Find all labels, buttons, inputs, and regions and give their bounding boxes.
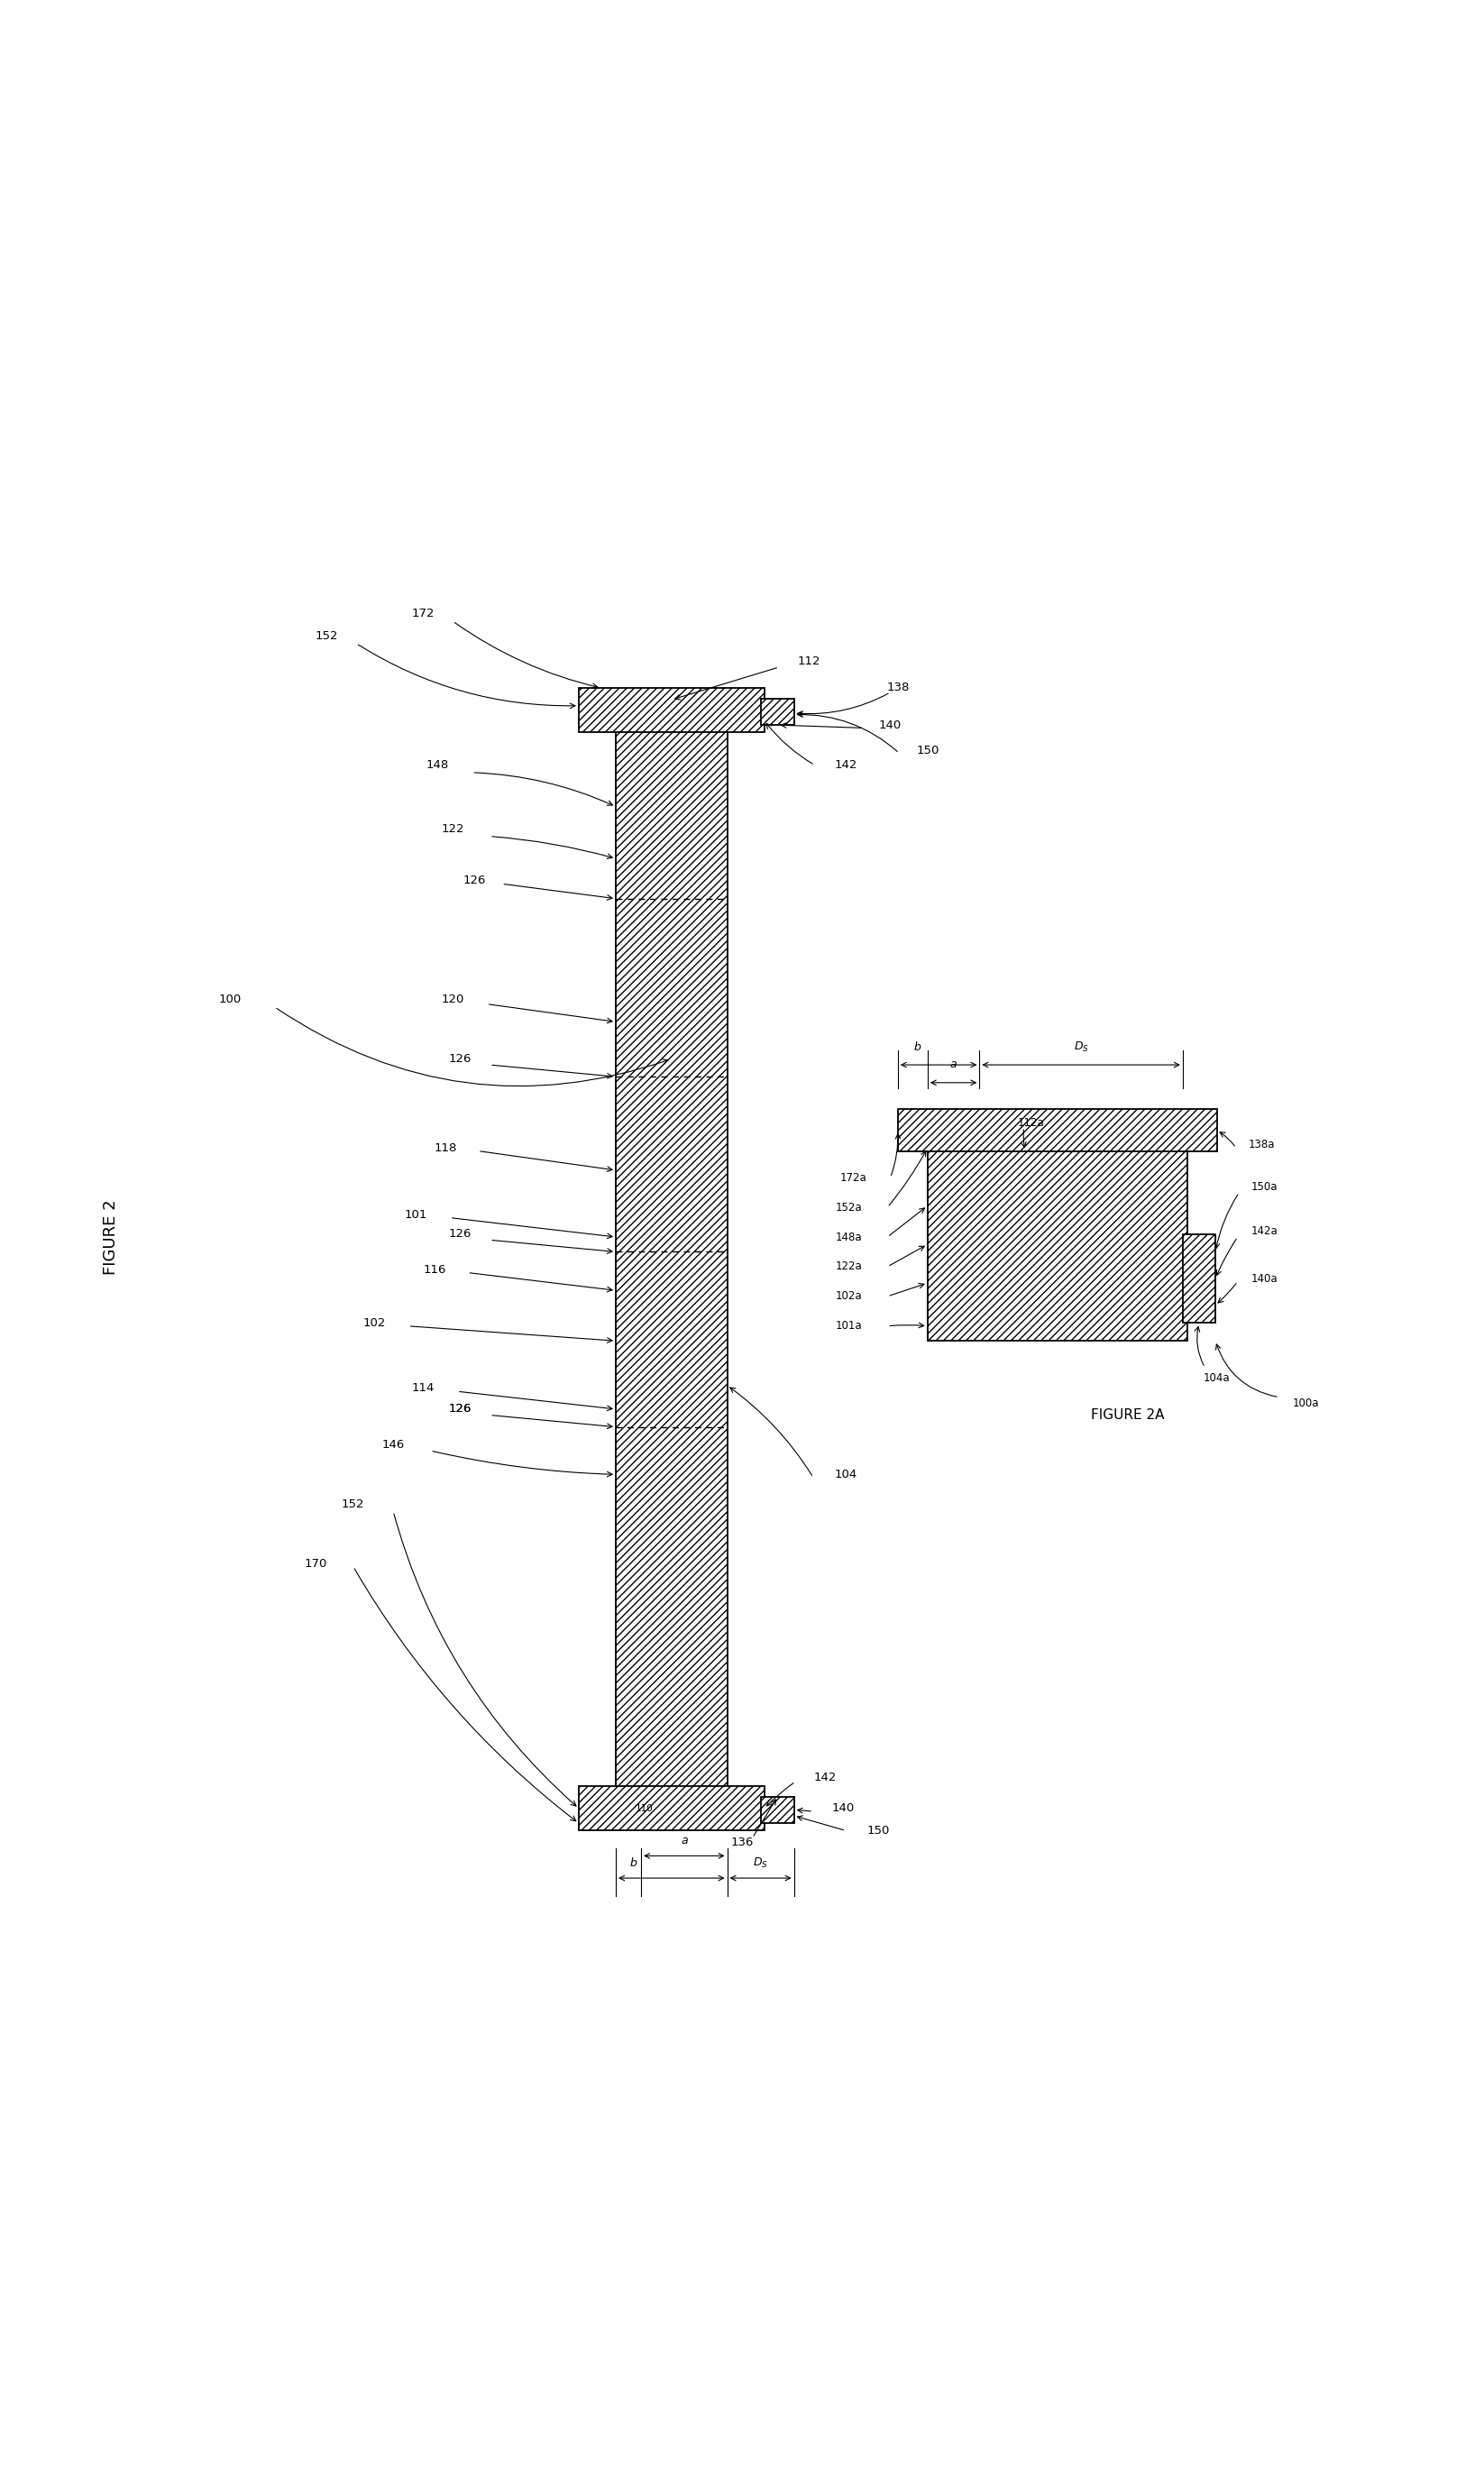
Text: 126: 126 [448, 1403, 472, 1415]
Text: 104: 104 [834, 1470, 858, 1479]
Bar [761, 1796, 794, 1823]
Text: 126: 126 [463, 876, 487, 886]
Text: 146: 146 [381, 1440, 405, 1450]
Bar [898, 1108, 1217, 1150]
Text: 138a: 138a [1248, 1138, 1275, 1150]
Text: 100a: 100a [1293, 1398, 1319, 1410]
Text: 172: 172 [411, 609, 435, 618]
Text: 102a: 102a [835, 1291, 862, 1301]
Text: FIGURE 2A: FIGURE 2A [1091, 1408, 1165, 1423]
Text: 170: 170 [304, 1559, 328, 1569]
Text: 142: 142 [813, 1771, 837, 1784]
Text: 122: 122 [441, 824, 464, 834]
Text: 120: 120 [441, 995, 464, 1004]
Bar [1183, 1235, 1215, 1324]
Text: 142a: 142a [1251, 1225, 1278, 1237]
Text: 142: 142 [834, 760, 858, 772]
Text: 101: 101 [404, 1210, 427, 1220]
Text: 100: 100 [218, 995, 242, 1004]
Text: 112a: 112a [1018, 1116, 1045, 1128]
Text: a: a [950, 1059, 957, 1071]
Text: 150: 150 [916, 745, 939, 757]
Text: 150: 150 [867, 1826, 890, 1836]
Text: 152: 152 [341, 1499, 365, 1509]
Text: 152a: 152a [835, 1202, 862, 1212]
Text: 126: 126 [448, 1403, 472, 1415]
Text: 114: 114 [411, 1383, 435, 1395]
Text: 118: 118 [433, 1143, 457, 1153]
Text: 138: 138 [886, 683, 910, 693]
Text: $D_S$: $D_S$ [752, 1856, 769, 1870]
Text: 112: 112 [797, 656, 821, 668]
Text: 148a: 148a [835, 1232, 862, 1242]
Text: 140a: 140a [1251, 1272, 1278, 1284]
Bar [579, 1786, 764, 1831]
Text: 101a: 101a [835, 1321, 862, 1331]
Text: 152: 152 [315, 631, 338, 641]
Text: 126: 126 [448, 1054, 472, 1064]
Text: 150a: 150a [1251, 1180, 1278, 1192]
Bar [761, 698, 794, 725]
Text: 140: 140 [879, 720, 902, 730]
Text: $D_S$: $D_S$ [1073, 1039, 1089, 1054]
Text: 136: 136 [730, 1836, 754, 1848]
Text: 172a: 172a [840, 1173, 867, 1183]
Text: 140: 140 [831, 1804, 855, 1813]
Text: 126: 126 [448, 1227, 472, 1239]
Text: b: b [914, 1042, 920, 1054]
Text: 148: 148 [426, 760, 450, 772]
Text: a: a [681, 1836, 687, 1846]
Bar [616, 725, 727, 1794]
Text: 116: 116 [423, 1264, 447, 1277]
Bar [579, 688, 764, 732]
Text: 102: 102 [362, 1316, 386, 1329]
Text: 122a: 122a [835, 1262, 862, 1272]
Text: 110: 110 [637, 1804, 653, 1813]
Text: FIGURE 2: FIGURE 2 [104, 1200, 119, 1274]
Bar [928, 1148, 1187, 1341]
Text: b: b [629, 1858, 637, 1868]
Text: 104a: 104a [1204, 1373, 1230, 1383]
